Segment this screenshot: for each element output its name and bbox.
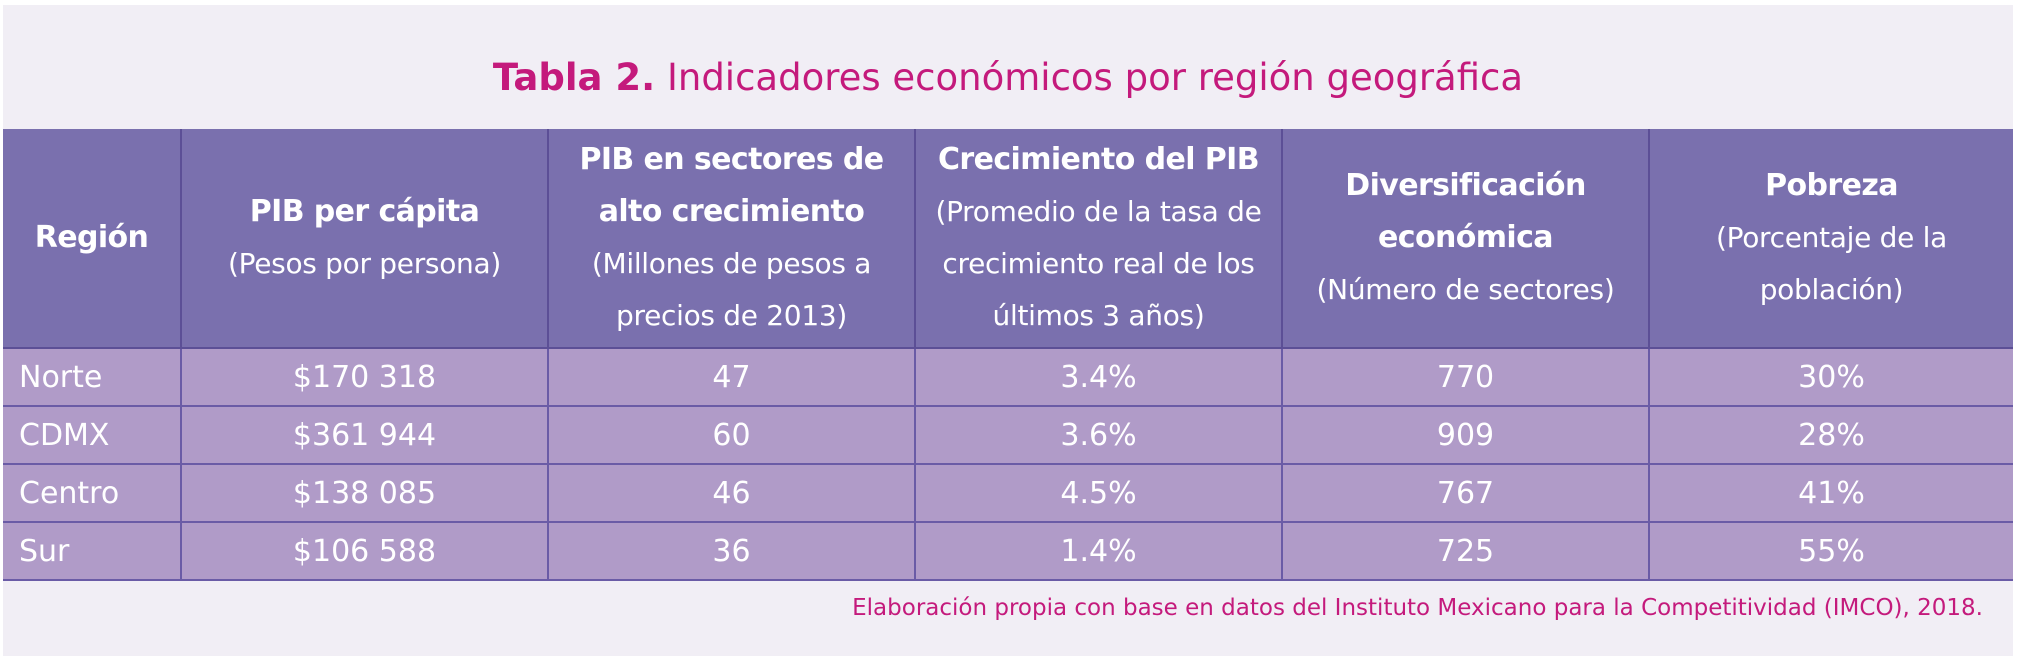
table-title: Tabla 2. Indicadores económicos por regi… xyxy=(3,53,2013,103)
cell-pobreza: 55% xyxy=(1648,522,2013,581)
table-panel: Tabla 2. Indicadores económicos por regi… xyxy=(3,5,2013,656)
cell-crecimiento: 4.5% xyxy=(914,464,1282,523)
cell-pib-sectores: 46 xyxy=(547,464,915,523)
cell-diversificacion: 909 xyxy=(1281,406,1649,465)
table-row: Norte $170 318 47 3.4% 770 30% xyxy=(3,348,2013,407)
indicators-table: Región PIB per cápita (Pesos por persona… xyxy=(3,129,2013,581)
table-row: Sur $106 588 36 1.4% 725 55% xyxy=(3,522,2013,581)
header-pobreza: Pobreza (Porcentaje de la población) xyxy=(1648,129,2013,349)
cell-pobreza: 41% xyxy=(1648,464,2013,523)
header-subtitle: (Número de sectores) xyxy=(1316,273,1615,306)
cell-region: CDMX xyxy=(3,406,181,465)
cell-diversificacion: 725 xyxy=(1281,522,1649,581)
cell-crecimiento: 3.4% xyxy=(914,348,1282,407)
cell-pobreza: 30% xyxy=(1648,348,2013,407)
cell-pobreza: 28% xyxy=(1648,406,2013,465)
table-row: Centro $138 085 46 4.5% 767 41% xyxy=(3,464,2013,523)
cell-diversificacion: 767 xyxy=(1281,464,1649,523)
cell-pib-per-capita: $106 588 xyxy=(180,522,548,581)
table-row: CDMX $361 944 60 3.6% 909 28% xyxy=(3,406,2013,465)
header-title: PIB per cápita xyxy=(249,194,480,229)
header-title: Diversificación económica xyxy=(1345,168,1586,255)
header-region: Región xyxy=(3,129,181,349)
cell-region: Centro xyxy=(3,464,181,523)
cell-pib-per-capita: $138 085 xyxy=(180,464,548,523)
table-number: Tabla 2. xyxy=(492,56,656,99)
cell-crecimiento: 1.4% xyxy=(914,522,1282,581)
source-note: Elaboración propia con base en datos del… xyxy=(852,595,1983,621)
header-pib-sectores: PIB en sectores de alto crecimiento (Mil… xyxy=(547,129,915,349)
cell-pib-per-capita: $170 318 xyxy=(180,348,548,407)
header-pib-per-capita: PIB per cápita (Pesos por persona) xyxy=(180,129,548,349)
header-title: PIB en sectores de alto crecimiento xyxy=(579,142,884,229)
cell-region: Sur xyxy=(3,522,181,581)
header-subtitle: (Pesos por persona) xyxy=(228,247,501,280)
cell-diversificacion: 770 xyxy=(1281,348,1649,407)
header-title: Pobreza xyxy=(1765,168,1898,203)
header-title: Región xyxy=(34,220,149,255)
cell-region: Norte xyxy=(3,348,181,407)
header-subtitle: (Millones de pesos a precios de 2013) xyxy=(591,247,872,332)
header-diversificacion: Diversificación económica (Número de sec… xyxy=(1281,129,1649,349)
cell-pib-sectores: 47 xyxy=(547,348,915,407)
header-title: Crecimiento del PIB xyxy=(937,142,1260,177)
cell-pib-sectores: 36 xyxy=(547,522,915,581)
header-subtitle: (Porcentaje de la población) xyxy=(1716,221,1947,306)
cell-crecimiento: 3.6% xyxy=(914,406,1282,465)
cell-pib-sectores: 60 xyxy=(547,406,915,465)
cell-pib-per-capita: $361 944 xyxy=(180,406,548,465)
table-header-row: Región PIB per cápita (Pesos por persona… xyxy=(3,129,2013,349)
header-subtitle: (Promedio de la tasa de crecimiento real… xyxy=(935,195,1262,332)
header-crecimiento-pib: Crecimiento del PIB (Promedio de la tasa… xyxy=(914,129,1282,349)
table-caption: Indicadores económicos por región geográ… xyxy=(666,56,1524,99)
